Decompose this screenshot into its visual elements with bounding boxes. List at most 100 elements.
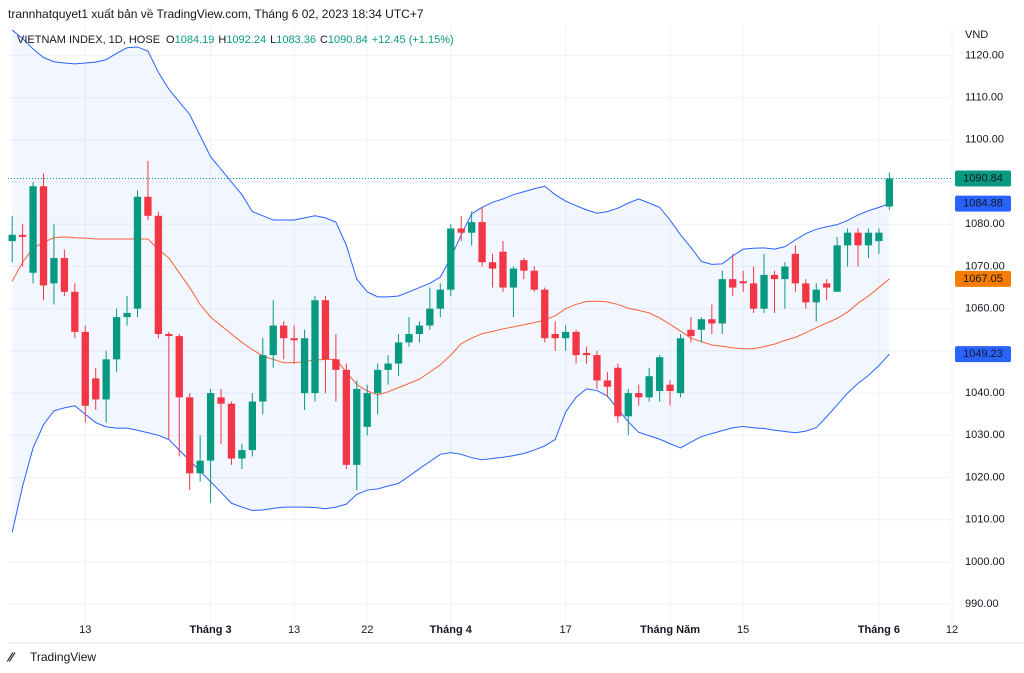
ohlc-label: H: [218, 34, 226, 46]
candle-body: [394, 342, 403, 364]
candle-body: [572, 331, 580, 356]
candle-body: [864, 232, 873, 246]
candle-body: [635, 393, 643, 398]
candle-body: [823, 283, 831, 288]
x-tick-label: 13: [288, 624, 300, 636]
x-tick-label: Tháng Năm: [640, 624, 700, 636]
candle-body: [154, 215, 163, 334]
candle-body: [749, 283, 758, 309]
candle-body: [812, 289, 820, 303]
candle-body: [509, 268, 518, 288]
candle-body: [81, 331, 89, 406]
candle-body: [165, 334, 173, 337]
candle-body: [530, 270, 538, 290]
candle-body: [92, 378, 100, 400]
candle-body: [18, 234, 27, 237]
candle-body: [311, 300, 319, 394]
candle-body: [666, 384, 674, 391]
price-label: 1067.05: [963, 273, 1003, 285]
candle-body: [488, 262, 497, 269]
candle-body: [624, 393, 632, 417]
change: +12.45 (+1.15%): [372, 34, 454, 46]
candle-body: [885, 178, 893, 207]
price-label-box: [955, 195, 1011, 212]
candle-body: [436, 289, 444, 309]
candle-body: [478, 222, 486, 263]
candle-body: [332, 359, 340, 370]
candle-body: [60, 258, 69, 292]
candle-body: [551, 334, 559, 339]
ohlc-value: 1084.19: [175, 34, 215, 46]
candle-body: [791, 253, 800, 284]
ohlc-value: 1090.84: [328, 34, 368, 46]
candle-body: [415, 325, 424, 334]
candle-body: [353, 388, 361, 465]
candle-body: [447, 228, 455, 290]
candle-body: [582, 352, 591, 356]
y-tick-label: 990.00: [965, 598, 999, 610]
candle-body: [781, 266, 789, 280]
price-label-box: [955, 346, 1011, 363]
candle-body: [248, 401, 257, 451]
x-tick-label: Tháng 6: [858, 624, 900, 636]
candle-body: [29, 186, 37, 273]
x-tick-label: 17: [560, 624, 572, 636]
candle-body: [196, 460, 204, 474]
ohlc-label: C: [320, 34, 328, 46]
ohlc-label: O: [166, 34, 175, 46]
candle-body: [676, 338, 685, 394]
candle-body: [645, 376, 653, 398]
footer: ⁄⁄ TradingView: [6, 649, 96, 664]
x-tick-label: 12: [946, 624, 958, 636]
ohlc-value: 1092.24: [226, 34, 266, 46]
price-label: 1084.88: [963, 198, 1003, 210]
candle-body: [718, 279, 726, 324]
candle-body: [770, 274, 779, 280]
y-tick-label: 1110.00: [965, 92, 1003, 104]
y-tick-label: 1080.00: [965, 218, 1005, 230]
ohlc-label: L: [270, 34, 276, 46]
candle-body: [321, 300, 330, 360]
x-tick-label: 22: [361, 624, 373, 636]
candle-body: [50, 258, 58, 284]
candle-body: [655, 357, 664, 391]
candle-body: [280, 325, 288, 339]
candle-body: [112, 317, 121, 360]
candle-body: [8, 234, 16, 242]
candle-body: [854, 232, 862, 246]
x-tick-label: 15: [737, 624, 749, 636]
candle-body: [467, 222, 476, 233]
candle-body: [739, 281, 747, 284]
candle-body: [426, 308, 434, 326]
candle-body: [374, 369, 382, 394]
candle-body: [875, 232, 883, 242]
candle-body: [123, 312, 131, 318]
candle-body: [186, 397, 194, 474]
ohlc-value: 1083.36: [276, 34, 316, 46]
plot: [8, 29, 952, 533]
y-tick-label: 1010.00: [965, 514, 1005, 526]
y-tick-label: 1000.00: [965, 556, 1005, 568]
x-tick-label: 13: [79, 624, 91, 636]
y-tick-label: 1040.00: [965, 387, 1005, 399]
currency: VND: [965, 29, 988, 41]
lower-band: [11, 353, 890, 533]
candle-body: [290, 338, 298, 341]
candle-body: [342, 369, 350, 465]
candle-body: [71, 291, 79, 332]
price-label-box: [955, 270, 1011, 287]
attribution: trannhatquyet1 xuất bản về TradingView.c…: [8, 7, 424, 21]
y-tick-label: 1060.00: [965, 303, 1005, 315]
candle-body: [384, 363, 392, 370]
legend: VIETNAM INDEX, 1D, HOSE O1084.19 H1092.24 L…: [17, 34, 454, 46]
candle-body: [238, 450, 246, 459]
price-label: 1090.84: [963, 172, 1003, 184]
candle-body: [541, 289, 549, 339]
axes: 990.00 1000.00 1010.00 1020.00 1030.00 1040.0…: [79, 49, 1011, 636]
candle-body: [614, 367, 622, 417]
candle-body: [259, 355, 267, 402]
candle-body: [802, 283, 810, 303]
candle-body: [561, 331, 570, 339]
price-label-box: [955, 170, 1011, 187]
